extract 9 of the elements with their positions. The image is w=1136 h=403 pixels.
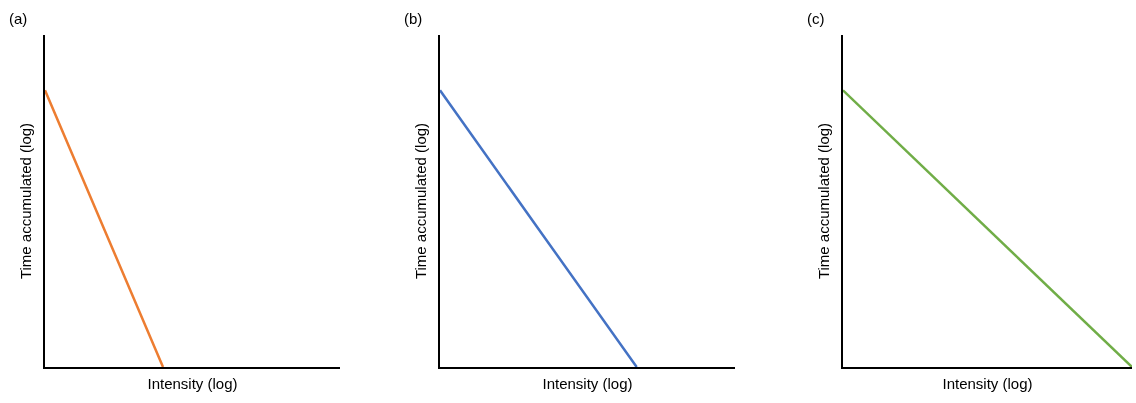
y-axis-title: Time accumulated (log) xyxy=(814,122,832,280)
y-axis-title: Time accumulated (log) xyxy=(16,122,34,280)
x-axis-title: Intensity (log) xyxy=(942,374,1033,392)
chart-title: (a) xyxy=(9,10,28,27)
chart-title: (c) xyxy=(807,10,825,27)
chart-title: (b) xyxy=(404,10,423,27)
x-axis-title: Intensity (log) xyxy=(542,374,633,392)
x-axis-title: Intensity (log) xyxy=(147,374,238,392)
y-axis-title: Time accumulated (log) xyxy=(411,122,429,280)
